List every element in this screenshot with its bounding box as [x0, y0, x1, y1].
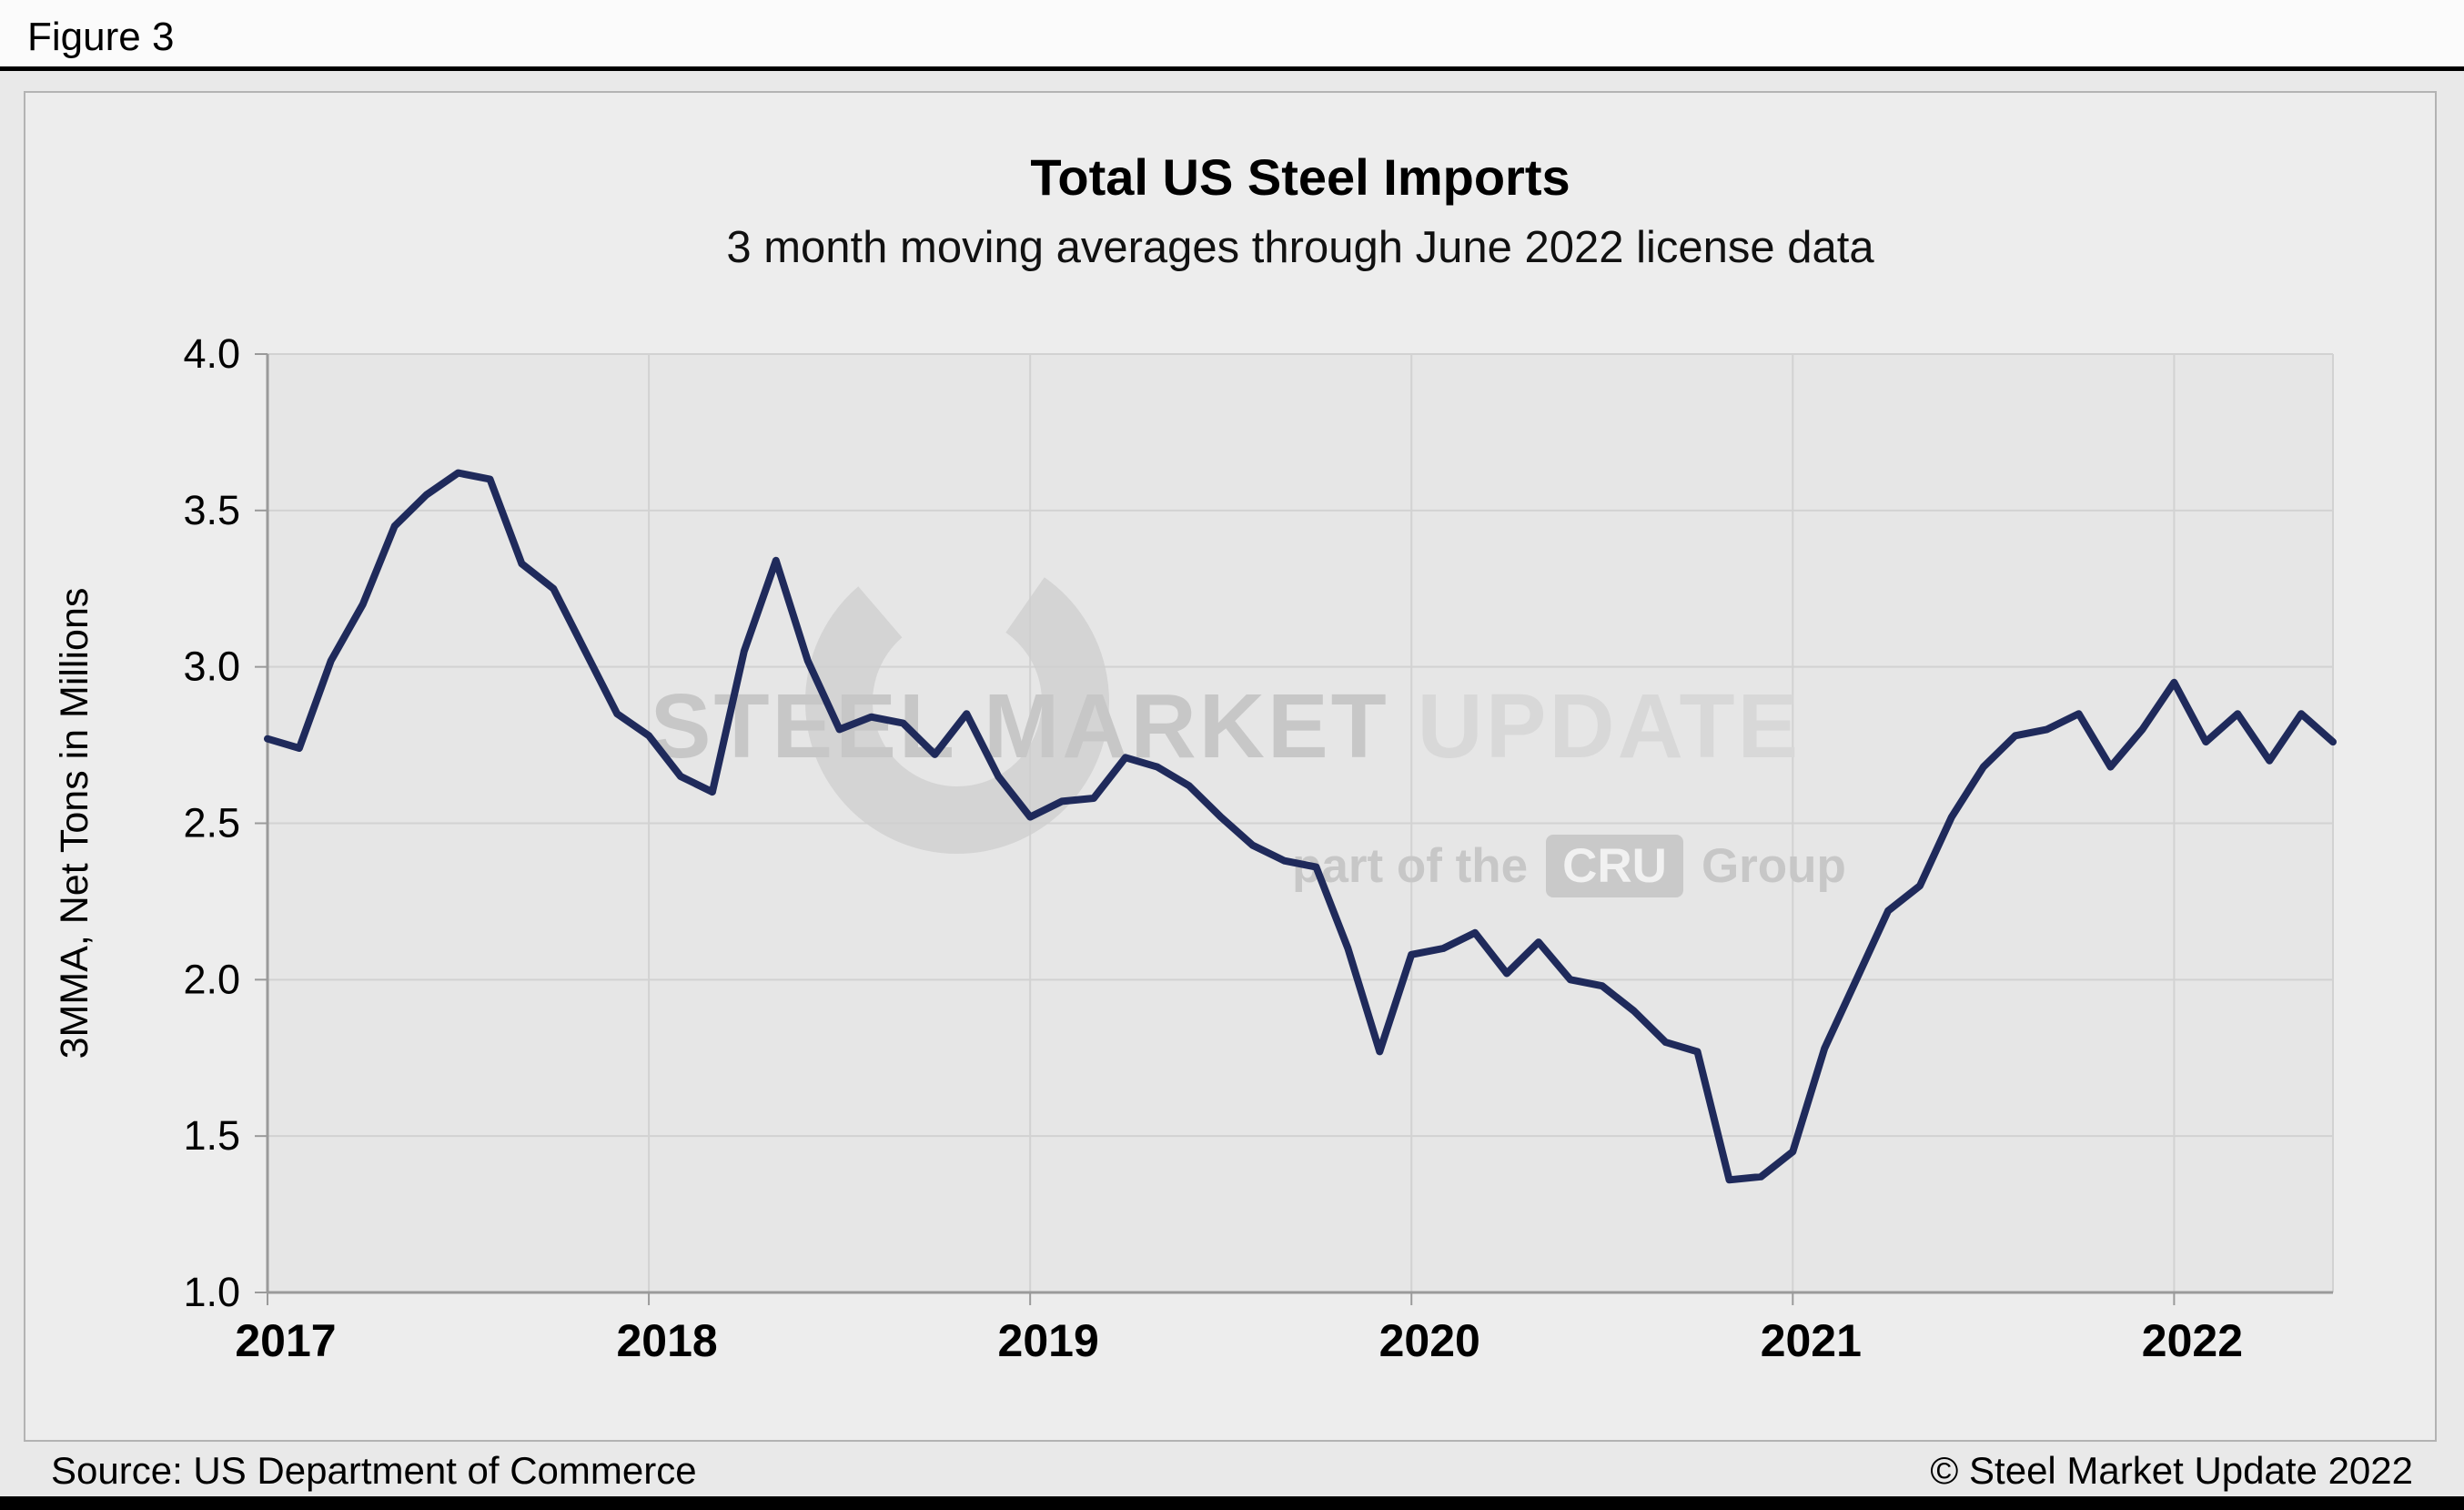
y-axis-title: 3MMA, Net Tons in Millions	[53, 587, 96, 1059]
figure-header-band: Figure 3	[0, 0, 2464, 71]
source-note: Source: US Department of Commerce	[51, 1449, 697, 1492]
chart-title: Total US Steel Imports	[1030, 148, 1570, 206]
chart-footer: Source: US Department of Commerce © Stee…	[0, 1449, 2464, 1493]
chart-subtitle: 3 month moving averages through June 202…	[726, 223, 1874, 272]
chart-panel	[24, 91, 2437, 1442]
copyright-note: © Steel Market Update 2022	[1930, 1449, 2413, 1492]
bottom-black-bar	[0, 1496, 2464, 1510]
figure-label: Figure 3	[27, 15, 175, 59]
